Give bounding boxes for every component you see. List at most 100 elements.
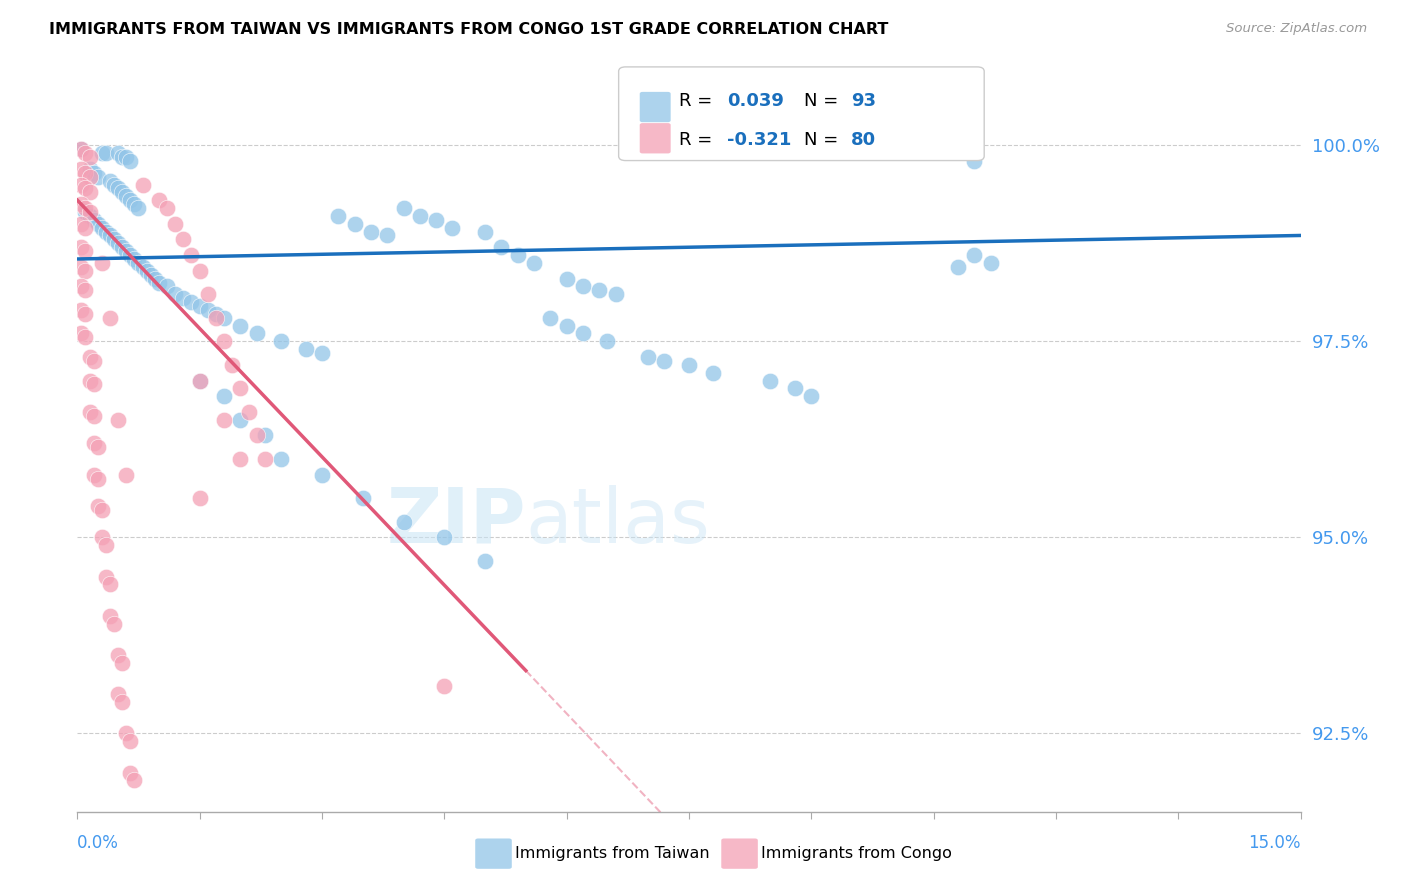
Point	[70, 240, 93, 254]
Point	[523, 256, 546, 270]
Point	[75, 166, 97, 180]
Point	[107, 181, 129, 195]
Point	[70, 260, 93, 274]
Point	[188, 374, 211, 388]
Point	[596, 334, 619, 349]
Point	[180, 248, 202, 262]
Point	[124, 197, 146, 211]
Point	[172, 291, 194, 305]
Point	[165, 287, 187, 301]
Point	[75, 201, 97, 215]
Point	[120, 765, 142, 780]
Point	[572, 279, 595, 293]
Point	[270, 451, 292, 466]
Point	[94, 538, 117, 552]
Point	[107, 648, 129, 662]
Point	[75, 244, 97, 259]
Point	[156, 279, 179, 293]
Point	[188, 299, 211, 313]
Point	[678, 358, 700, 372]
Point	[98, 173, 121, 187]
Point	[392, 515, 415, 529]
Point	[120, 153, 142, 168]
Point	[70, 302, 93, 317]
Point	[79, 205, 101, 219]
Point	[375, 228, 398, 243]
Point	[127, 256, 149, 270]
Point	[90, 146, 112, 161]
Point	[79, 186, 101, 200]
Point	[87, 499, 110, 513]
Point	[555, 271, 578, 285]
Point	[352, 491, 374, 505]
Point	[94, 225, 117, 239]
Point	[115, 467, 138, 482]
Point	[135, 264, 157, 278]
Point	[221, 358, 243, 372]
Point	[441, 220, 464, 235]
Point	[188, 264, 211, 278]
Point	[148, 276, 170, 290]
Point	[87, 440, 110, 454]
Text: IMMIGRANTS FROM TAIWAN VS IMMIGRANTS FROM CONGO 1ST GRADE CORRELATION CHART: IMMIGRANTS FROM TAIWAN VS IMMIGRANTS FRO…	[49, 22, 889, 37]
Point	[98, 608, 121, 623]
Point	[425, 212, 447, 227]
Point	[311, 467, 333, 482]
Point	[588, 284, 610, 298]
Point	[270, 334, 292, 349]
Point	[79, 209, 101, 223]
Text: atlas: atlas	[526, 484, 710, 558]
Point	[90, 503, 112, 517]
Point	[127, 201, 149, 215]
Point	[98, 228, 121, 243]
Point	[474, 225, 496, 239]
Point	[212, 334, 235, 349]
Point	[311, 346, 333, 360]
Point	[70, 161, 93, 176]
Text: 93: 93	[851, 92, 876, 110]
Point	[90, 220, 112, 235]
Point	[70, 178, 93, 192]
Point	[70, 279, 93, 293]
Point	[107, 413, 129, 427]
Text: N =: N =	[804, 92, 844, 110]
Point	[79, 405, 101, 419]
Text: -0.321: -0.321	[727, 131, 792, 149]
Point	[139, 268, 162, 282]
Point	[120, 248, 142, 262]
Text: Immigrants from Congo: Immigrants from Congo	[761, 847, 952, 861]
Text: 0.039: 0.039	[727, 92, 783, 110]
Point	[83, 377, 105, 392]
Point	[79, 150, 101, 164]
Point	[83, 467, 105, 482]
Point	[229, 318, 252, 333]
Point	[90, 530, 112, 544]
Point	[229, 451, 252, 466]
Point	[107, 236, 129, 251]
Point	[205, 307, 228, 321]
Point	[637, 350, 659, 364]
Point	[79, 169, 101, 184]
Point	[180, 295, 202, 310]
Point	[75, 220, 97, 235]
Point	[120, 734, 142, 748]
Point	[94, 146, 117, 161]
Point	[328, 209, 350, 223]
Point	[205, 310, 228, 325]
Point	[124, 252, 146, 266]
Point	[111, 240, 134, 254]
Point	[111, 186, 134, 200]
Point	[197, 302, 219, 317]
Point	[83, 436, 105, 450]
Point	[702, 366, 724, 380]
Point	[111, 150, 134, 164]
Point	[229, 413, 252, 427]
Point	[783, 381, 806, 395]
Point	[963, 153, 986, 168]
Point	[107, 687, 129, 701]
Point	[70, 197, 93, 211]
Point	[474, 554, 496, 568]
Point	[131, 260, 153, 274]
Point	[343, 217, 366, 231]
Point	[212, 413, 235, 427]
